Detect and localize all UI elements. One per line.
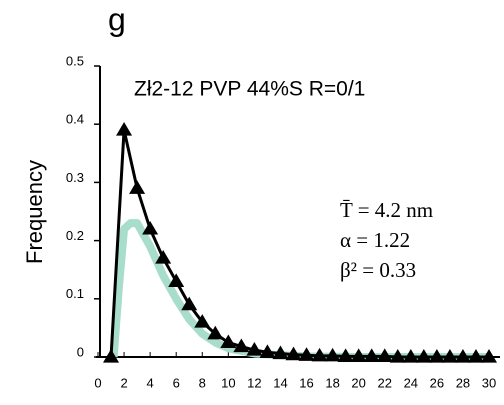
data-point xyxy=(402,349,419,363)
chart-title: Zł2-12 PVP 44%S R=0/1 xyxy=(134,78,365,101)
data-point xyxy=(324,347,341,362)
x-tick-label: 10 xyxy=(221,375,235,390)
panel-label: g xyxy=(108,1,126,37)
x-tick-label: 0 xyxy=(94,375,101,390)
x-tick-label: 8 xyxy=(199,375,206,390)
data-point xyxy=(481,349,497,363)
x-tick-label: 14 xyxy=(273,375,287,390)
data-point xyxy=(233,338,250,353)
data-point xyxy=(272,345,289,360)
y-axis-label: Frequency xyxy=(22,160,47,264)
data-point xyxy=(298,347,315,361)
x-tick-label: 6 xyxy=(173,375,180,390)
y-tick-label: 0.3 xyxy=(66,170,84,185)
y-tick-label: 0.5 xyxy=(66,53,84,68)
data-point xyxy=(194,314,211,328)
data-point xyxy=(116,122,133,136)
series-line xyxy=(109,219,489,361)
x-tick-label: 26 xyxy=(430,375,444,390)
data-point xyxy=(311,347,328,362)
y-tick-label: 0.1 xyxy=(66,286,84,301)
data-point xyxy=(441,349,458,363)
data-point xyxy=(363,348,380,363)
x-tick-label: 4 xyxy=(147,375,154,390)
data-point xyxy=(207,325,224,340)
data-point xyxy=(142,220,159,235)
data-point xyxy=(103,349,120,363)
annotation: α = 1.22 xyxy=(340,228,410,252)
x-tick-label: 18 xyxy=(325,375,339,390)
data-point xyxy=(467,349,484,363)
data-point xyxy=(454,349,471,363)
x-tick-label: 24 xyxy=(404,375,418,390)
data-point xyxy=(415,349,432,363)
x-tick-label: 30 xyxy=(482,375,496,390)
data-point xyxy=(181,296,198,311)
annotation: T̄ = 4.2 nm xyxy=(340,198,433,222)
x-tick-label: 2 xyxy=(120,375,127,390)
x-tick-label: 12 xyxy=(247,375,261,390)
y-tick-label: 0 xyxy=(77,344,84,359)
data-point xyxy=(350,348,367,363)
data-point xyxy=(428,349,445,363)
y-tick-label: 0.4 xyxy=(66,112,84,127)
x-tick-label: 16 xyxy=(299,375,313,390)
data-point xyxy=(155,250,172,264)
data-point xyxy=(376,348,393,363)
data-point xyxy=(285,346,302,361)
data-point xyxy=(337,348,354,363)
annotation: β² = 0.33 xyxy=(340,258,416,282)
data-point xyxy=(246,342,263,356)
data-point xyxy=(389,349,406,363)
data-point xyxy=(168,273,185,287)
y-tick-label: 0.2 xyxy=(66,228,84,243)
x-tick-label: 20 xyxy=(351,375,365,390)
x-tick-label: 22 xyxy=(377,375,391,390)
data-point xyxy=(259,344,276,358)
series-line xyxy=(109,128,489,359)
data-point xyxy=(220,334,237,349)
x-tick-label: 28 xyxy=(456,375,470,390)
data-point xyxy=(129,180,146,194)
